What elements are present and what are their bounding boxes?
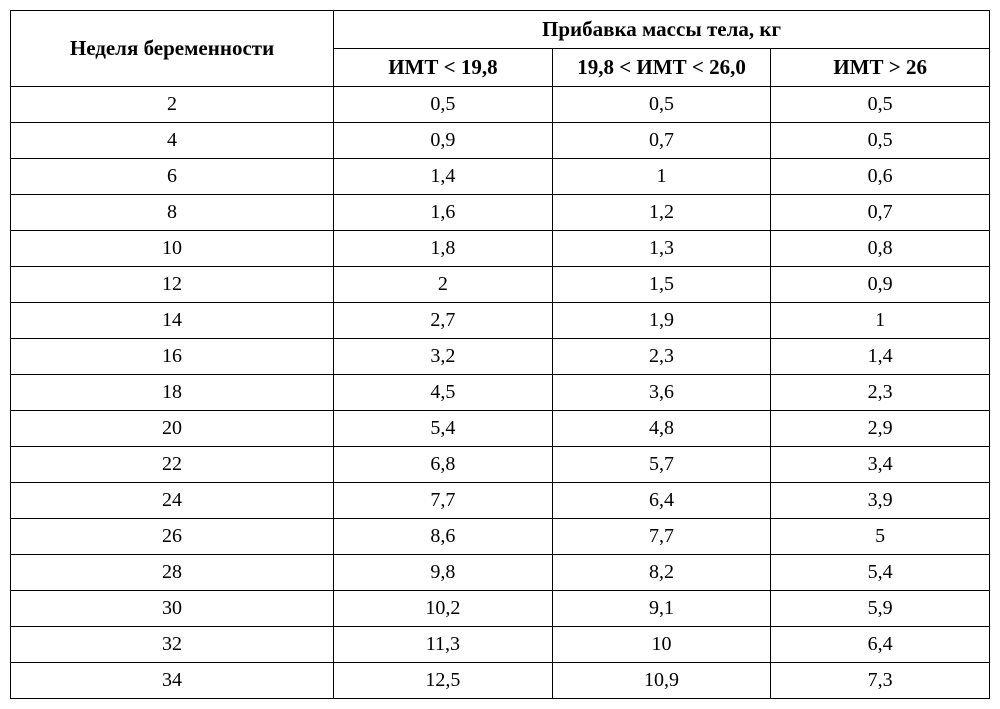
cell-week: 24 xyxy=(11,483,334,519)
cell-bmi-mid: 7,7 xyxy=(552,519,771,555)
cell-bmi-high: 3,9 xyxy=(771,483,990,519)
cell-bmi-low: 8,6 xyxy=(334,519,553,555)
cell-bmi-low: 4,5 xyxy=(334,375,553,411)
cell-week: 30 xyxy=(11,591,334,627)
cell-bmi-low: 3,2 xyxy=(334,339,553,375)
cell-bmi-high: 0,9 xyxy=(771,267,990,303)
cell-bmi-high: 7,3 xyxy=(771,663,990,699)
cell-bmi-mid: 2,3 xyxy=(552,339,771,375)
table-row: 1221,50,9 xyxy=(11,267,990,303)
cell-bmi-mid: 1,3 xyxy=(552,231,771,267)
cell-bmi-mid: 10 xyxy=(552,627,771,663)
cell-bmi-mid: 9,1 xyxy=(552,591,771,627)
table-row: 184,53,62,3 xyxy=(11,375,990,411)
cell-bmi-mid: 0,5 xyxy=(552,87,771,123)
table-row: 226,85,73,4 xyxy=(11,447,990,483)
cell-bmi-high: 2,9 xyxy=(771,411,990,447)
header-bmi-low: ИМТ < 19,8 xyxy=(334,49,553,87)
table-row: 40,90,70,5 xyxy=(11,123,990,159)
cell-bmi-high: 1,4 xyxy=(771,339,990,375)
cell-week: 4 xyxy=(11,123,334,159)
cell-bmi-mid: 0,7 xyxy=(552,123,771,159)
cell-bmi-high: 5,4 xyxy=(771,555,990,591)
cell-week: 14 xyxy=(11,303,334,339)
cell-bmi-low: 11,3 xyxy=(334,627,553,663)
table-row: 205,44,82,9 xyxy=(11,411,990,447)
cell-bmi-mid: 8,2 xyxy=(552,555,771,591)
table-row: 142,71,91 xyxy=(11,303,990,339)
cell-bmi-mid: 3,6 xyxy=(552,375,771,411)
cell-bmi-mid: 1,5 xyxy=(552,267,771,303)
cell-bmi-high: 0,6 xyxy=(771,159,990,195)
cell-bmi-high: 0,8 xyxy=(771,231,990,267)
table-row: 20,50,50,5 xyxy=(11,87,990,123)
cell-bmi-low: 0,5 xyxy=(334,87,553,123)
header-weight-gain: Прибавка массы тела, кг xyxy=(334,11,990,49)
table-row: 101,81,30,8 xyxy=(11,231,990,267)
cell-bmi-high: 6,4 xyxy=(771,627,990,663)
cell-bmi-low: 0,9 xyxy=(334,123,553,159)
cell-bmi-mid: 1 xyxy=(552,159,771,195)
table-row: 268,67,75 xyxy=(11,519,990,555)
cell-bmi-low: 6,8 xyxy=(334,447,553,483)
cell-week: 6 xyxy=(11,159,334,195)
cell-week: 10 xyxy=(11,231,334,267)
table-row: 163,22,31,4 xyxy=(11,339,990,375)
table-row: 3412,510,97,3 xyxy=(11,663,990,699)
table-row: 81,61,20,7 xyxy=(11,195,990,231)
cell-bmi-high: 0,5 xyxy=(771,87,990,123)
cell-bmi-low: 2 xyxy=(334,267,553,303)
cell-bmi-low: 2,7 xyxy=(334,303,553,339)
cell-bmi-mid: 4,8 xyxy=(552,411,771,447)
cell-bmi-low: 12,5 xyxy=(334,663,553,699)
cell-bmi-high: 5,9 xyxy=(771,591,990,627)
header-bmi-high: ИМТ > 26 xyxy=(771,49,990,87)
header-week: Неделя беременности xyxy=(11,11,334,87)
cell-week: 28 xyxy=(11,555,334,591)
cell-bmi-low: 1,8 xyxy=(334,231,553,267)
cell-week: 32 xyxy=(11,627,334,663)
cell-bmi-low: 10,2 xyxy=(334,591,553,627)
weight-gain-table: Неделя беременности Прибавка массы тела,… xyxy=(10,10,990,699)
cell-week: 20 xyxy=(11,411,334,447)
table-row: 247,76,43,9 xyxy=(11,483,990,519)
cell-bmi-high: 2,3 xyxy=(771,375,990,411)
cell-bmi-high: 0,7 xyxy=(771,195,990,231)
cell-bmi-low: 1,6 xyxy=(334,195,553,231)
table-row: 61,410,6 xyxy=(11,159,990,195)
cell-bmi-low: 5,4 xyxy=(334,411,553,447)
cell-bmi-high: 5 xyxy=(771,519,990,555)
cell-bmi-low: 1,4 xyxy=(334,159,553,195)
cell-bmi-high: 0,5 xyxy=(771,123,990,159)
table-row: 3211,3106,4 xyxy=(11,627,990,663)
cell-week: 18 xyxy=(11,375,334,411)
cell-bmi-high: 3,4 xyxy=(771,447,990,483)
cell-week: 2 xyxy=(11,87,334,123)
cell-week: 8 xyxy=(11,195,334,231)
cell-week: 34 xyxy=(11,663,334,699)
cell-week: 12 xyxy=(11,267,334,303)
cell-bmi-low: 7,7 xyxy=(334,483,553,519)
table-row: 3010,29,15,9 xyxy=(11,591,990,627)
cell-week: 26 xyxy=(11,519,334,555)
cell-bmi-mid: 10,9 xyxy=(552,663,771,699)
cell-bmi-high: 1 xyxy=(771,303,990,339)
table-row: 289,88,25,4 xyxy=(11,555,990,591)
header-bmi-mid: 19,8 < ИМТ < 26,0 xyxy=(552,49,771,87)
cell-bmi-mid: 1,9 xyxy=(552,303,771,339)
table-body: 20,50,50,540,90,70,561,410,681,61,20,710… xyxy=(11,87,990,699)
cell-week: 22 xyxy=(11,447,334,483)
cell-bmi-mid: 6,4 xyxy=(552,483,771,519)
cell-bmi-low: 9,8 xyxy=(334,555,553,591)
cell-bmi-mid: 1,2 xyxy=(552,195,771,231)
cell-week: 16 xyxy=(11,339,334,375)
cell-bmi-mid: 5,7 xyxy=(552,447,771,483)
